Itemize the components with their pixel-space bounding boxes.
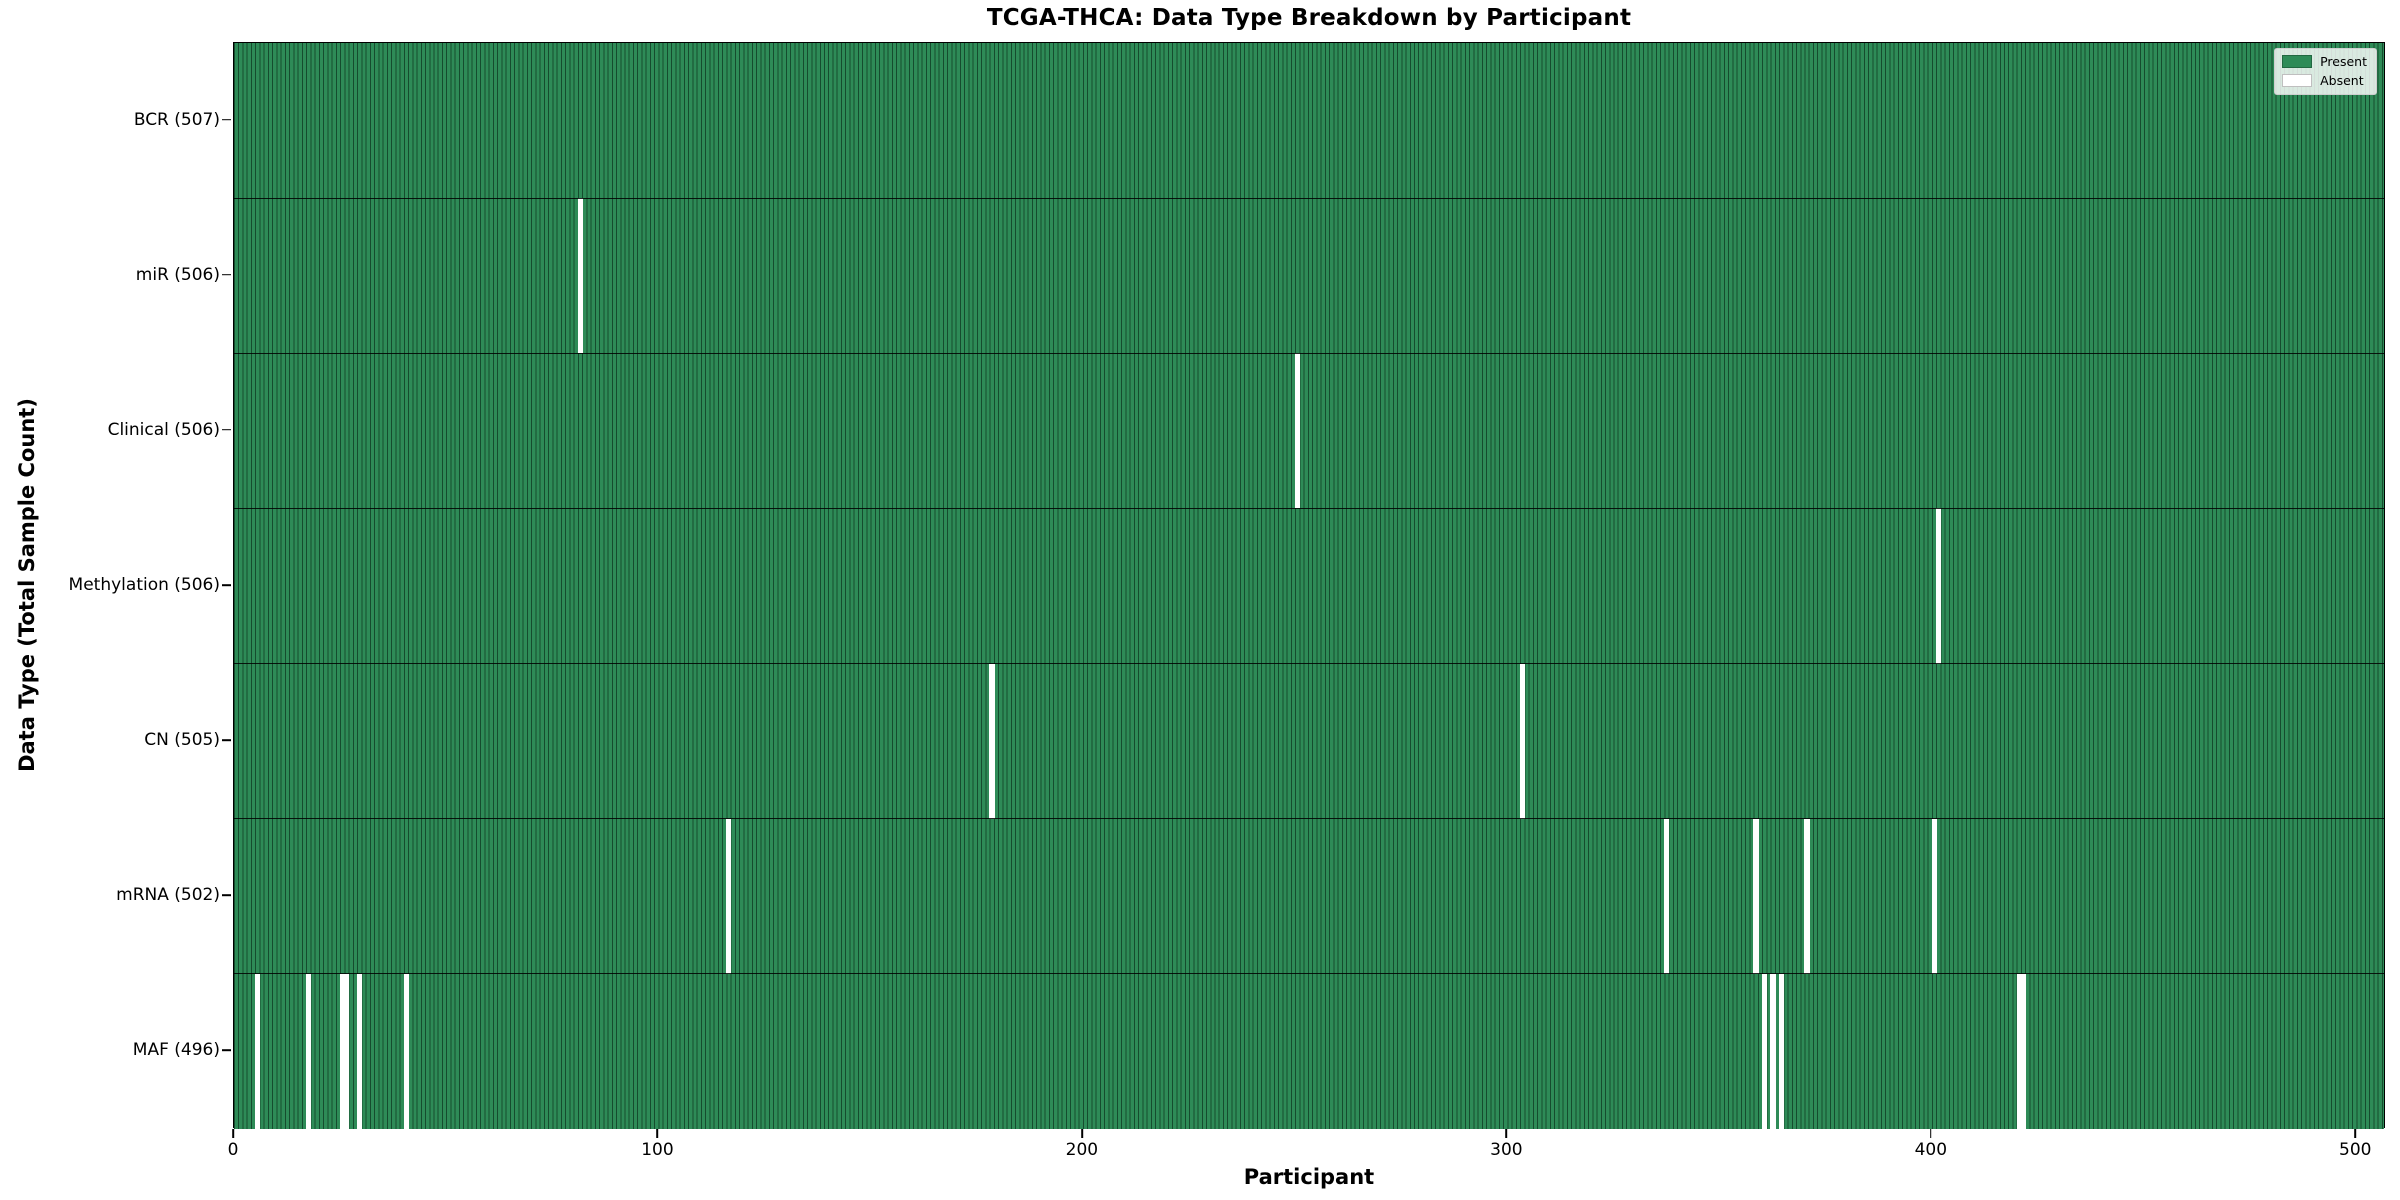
x-tick-mark xyxy=(1505,1129,1508,1138)
legend-entry-absent: Absent xyxy=(2282,73,2367,88)
y-tick-label: Clinical (506) xyxy=(107,419,220,440)
row-bands xyxy=(234,43,2384,1129)
x-tick-label: 400 xyxy=(1914,1140,1948,1160)
row-divider xyxy=(234,973,2384,975)
row-divider xyxy=(234,818,2384,820)
x-tick-label: 300 xyxy=(1490,1140,1523,1160)
row-divider xyxy=(234,662,2384,665)
y-tick-label: miR (506) xyxy=(135,264,220,285)
absent-gap xyxy=(403,973,409,1129)
absent-gap xyxy=(305,973,312,1129)
y-tick-mark xyxy=(222,273,231,276)
absent-gap xyxy=(1770,973,1776,1129)
x-tick-mark xyxy=(2354,1129,2357,1138)
x-tick-mark xyxy=(656,1129,659,1138)
y-tick-mark xyxy=(222,429,231,431)
y-tick-label: Methylation (506) xyxy=(68,575,220,595)
y-tick-mark xyxy=(222,1049,231,1052)
absent-gap xyxy=(1519,663,1526,819)
x-tick-label: 100 xyxy=(641,1140,674,1160)
absent-gap xyxy=(356,973,363,1129)
absent-gap xyxy=(1294,353,1301,509)
row-band-methylation xyxy=(234,508,2384,664)
plot-area: Present Absent xyxy=(233,42,2385,1129)
x-tick-label: 200 xyxy=(1065,1140,1099,1160)
legend-label-absent: Absent xyxy=(2320,73,2364,88)
absent-gap xyxy=(1761,973,1768,1129)
y-tick-mark xyxy=(222,584,231,586)
row-band-cn xyxy=(234,663,2384,819)
absent-gap xyxy=(1804,818,1810,974)
absent-swatch-icon xyxy=(2282,74,2313,87)
row-divider xyxy=(234,197,2384,199)
absent-gap xyxy=(2016,973,2026,1129)
absent-gap xyxy=(726,818,732,974)
chart-title: TCGA-THCA: Data Type Breakdown by Partic… xyxy=(986,5,1632,31)
absent-gap xyxy=(1935,508,1942,664)
y-tick-label: BCR (507) xyxy=(133,109,220,130)
absent-gap xyxy=(577,198,583,354)
absent-gap xyxy=(339,973,350,1129)
absent-gap xyxy=(1664,818,1670,974)
row-band-mir xyxy=(234,198,2384,354)
x-axis-label: Participant xyxy=(1243,1165,1375,1189)
x-tick-mark xyxy=(1930,1129,1932,1138)
x-tick-mark xyxy=(232,1129,234,1138)
legend: Present Absent xyxy=(2274,48,2377,95)
x-tick-label: 500 xyxy=(2339,1140,2372,1160)
row-band-bcr xyxy=(234,43,2384,199)
y-tick-label: MAF (496) xyxy=(132,1040,220,1061)
absent-gap xyxy=(255,973,261,1129)
x-tick-label: 0 xyxy=(227,1140,239,1160)
row-divider xyxy=(234,507,2384,510)
row-band-mrna xyxy=(234,818,2384,974)
present-swatch-icon xyxy=(2282,55,2313,68)
y-axis-ticks: BCR (507) miR (506) Clinical (506) Methylat… xyxy=(0,0,231,1200)
legend-entry-present: Present xyxy=(2282,54,2367,69)
y-tick-mark xyxy=(222,118,231,121)
absent-gap xyxy=(1931,818,1937,974)
row-divider xyxy=(234,352,2384,354)
row-band-maf xyxy=(234,973,2384,1129)
y-tick-label: CN (505) xyxy=(144,730,220,751)
legend-label-present: Present xyxy=(2320,54,2367,69)
x-tick-mark xyxy=(1081,1129,1083,1138)
row-band-clinical xyxy=(234,353,2384,509)
absent-gap xyxy=(1778,973,1785,1129)
absent-gap xyxy=(1753,818,1759,974)
y-tick-mark xyxy=(222,739,231,741)
y-tick-mark xyxy=(222,894,231,897)
y-tick-label: mRNA (502) xyxy=(116,885,220,906)
absent-gap xyxy=(989,663,995,819)
